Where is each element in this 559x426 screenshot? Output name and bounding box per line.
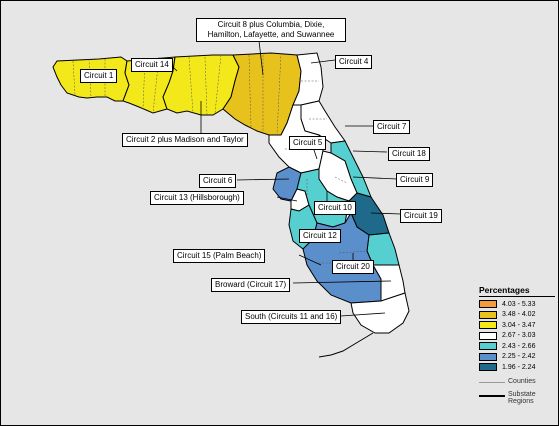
legend-title: Percentages: [479, 285, 530, 295]
legend-swatch: [479, 300, 497, 308]
legend-item: 3.04 - 3.47: [479, 320, 555, 330]
label-circuit17: Broward (Circuit 17): [211, 278, 291, 292]
legend-substate: Substate Regions: [479, 391, 555, 405]
legend-swatch: [479, 363, 497, 371]
county-line-swatch: [479, 382, 505, 383]
legend-label: 2.25 - 2.42: [502, 353, 536, 360]
legend-label: 3.04 - 3.47: [502, 321, 536, 329]
label-circuit1: Circuit 1: [80, 69, 118, 83]
label-circuit19: Circuit 19: [400, 209, 442, 223]
florida-keys: [318, 332, 374, 358]
legend-item: 2.25 - 2.42: [479, 352, 555, 362]
legend-counties: Counties: [479, 378, 555, 385]
legend-swatch: [479, 310, 497, 319]
legend-swatch: [479, 342, 497, 350]
legend-swatch: [479, 331, 497, 340]
legend: Percentages 4.03 - 5.33 3.48 - 4.02 3.04…: [479, 285, 555, 405]
legend-label: 4.03 - 5.33: [502, 300, 536, 308]
legend-label: 2.67 - 3.03: [502, 332, 536, 339]
label-circuit9: Circuit 9: [396, 173, 434, 187]
legend-rule: [479, 296, 555, 297]
substate-line-swatch: [479, 395, 505, 397]
label-circuit13: Circuit 13 (Hillsborough): [150, 191, 244, 205]
legend-counties-label: Counties: [508, 378, 536, 385]
label-circuit14: Circuit 14: [131, 58, 173, 72]
legend-label: 1.96 - 2.24: [502, 363, 536, 371]
label-circuit7: Circuit 7: [373, 120, 411, 134]
legend-item: 4.03 - 5.33: [479, 299, 555, 309]
label-circuit8: Circuit 8 plus Columbia, Dixie, Hamilton…: [196, 18, 346, 42]
legend-item: 1.96 - 2.24: [479, 362, 555, 372]
label-circuit10: Circuit 10: [314, 201, 356, 215]
label-circuit5: Circuit 5: [289, 136, 327, 150]
legend-item: 2.43 - 2.66: [479, 341, 555, 351]
label-circuit2: Circuit 2 plus Madison and Taylor: [122, 133, 248, 147]
label-circuit15: Circuit 15 (Palm Beach): [173, 249, 266, 263]
label-circuit18: Circuit 18: [388, 147, 430, 161]
label-circuit6: Circuit 6: [199, 174, 237, 188]
legend-substate-label: Substate Regions: [508, 391, 536, 405]
legend-swatch: [479, 321, 497, 329]
legend-item: 3.48 - 4.02: [479, 310, 555, 320]
legend-classes: 4.03 - 5.33 3.48 - 4.02 3.04 - 3.47 2.67…: [479, 299, 555, 372]
label-circuit12: Circuit 12: [299, 229, 341, 243]
legend-item: 2.67 - 3.03: [479, 331, 555, 341]
legend-label: 2.43 - 2.66: [502, 342, 536, 350]
label-south: South (Circuits 11 and 16): [241, 310, 342, 324]
legend-swatch: [479, 352, 497, 361]
label-circuit4: Circuit 4: [335, 55, 373, 69]
legend-label: 3.48 - 4.02: [502, 311, 536, 318]
label-circuit20: Circuit 20: [332, 260, 374, 274]
